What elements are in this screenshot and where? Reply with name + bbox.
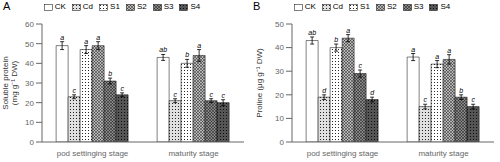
svg-text:0: 0 — [30, 138, 35, 147]
svg-text:20: 20 — [275, 91, 284, 100]
svg-text:ab: ab — [159, 46, 167, 53]
svg-text:30: 30 — [25, 79, 34, 88]
svg-text:c: c — [120, 85, 124, 92]
svg-text:10: 10 — [275, 114, 284, 123]
html-text:S3: S3 — [413, 2, 424, 11]
svg-text:c: c — [423, 96, 427, 103]
svg-text:b: b — [108, 70, 112, 77]
svg-text:50: 50 — [25, 40, 34, 49]
html-text:B: B — [253, 0, 261, 12]
svg-text:60: 60 — [25, 20, 34, 29]
html-text:Cd: Cd — [332, 2, 344, 11]
svg-text:pod settinging stage: pod settinging stage — [307, 149, 379, 158]
svg-text:ab: ab — [308, 29, 316, 36]
svg-text:d: d — [322, 87, 327, 94]
svg-text:Proline (μg g⁻¹ DW): Proline (μg g⁻¹ DW) — [255, 48, 264, 118]
svg-text:c: c — [471, 96, 475, 103]
html-text:S1: S1 — [110, 2, 120, 11]
svg-text:a: a — [84, 38, 88, 45]
svg-text:50: 50 — [275, 20, 284, 29]
svg-text:40: 40 — [275, 43, 284, 52]
svg-text:a: a — [447, 47, 451, 54]
html-text:Cd: Cd — [82, 2, 94, 11]
html-text:CK: CK — [304, 2, 316, 11]
svg-text:c: c — [72, 87, 76, 94]
html-text:CK: CK — [54, 2, 66, 11]
html-text:S4: S4 — [440, 2, 451, 11]
svg-text:a: a — [60, 34, 64, 41]
svg-text:30: 30 — [275, 67, 284, 76]
svg-text:c: c — [358, 62, 362, 69]
svg-text:c: c — [209, 91, 213, 98]
svg-text:Soluble protein(mg g⁻¹ DW): Soluble protein(mg g⁻¹ DW) — [8, 56, 19, 109]
svg-text:0: 0 — [280, 138, 285, 147]
svg-text:a: a — [96, 34, 100, 41]
html-text:A: A — [3, 0, 11, 12]
svg-text:b: b — [185, 51, 189, 58]
svg-text:c: c — [221, 92, 225, 99]
svg-text:pod settinging stage: pod settinging stage — [57, 149, 129, 158]
svg-text:40: 40 — [25, 59, 34, 68]
svg-text:a: a — [197, 42, 201, 49]
svg-text:c: c — [173, 91, 177, 98]
svg-text:maturity stage: maturity stage — [418, 149, 469, 158]
svg-text:d: d — [370, 89, 375, 96]
html-text:S2: S2 — [386, 2, 397, 11]
svg-text:a: a — [411, 46, 415, 53]
svg-text:maturity stage: maturity stage — [168, 149, 219, 158]
svg-text:20: 20 — [25, 99, 34, 108]
html-text:S4: S4 — [190, 2, 201, 11]
svg-text:a: a — [435, 53, 439, 60]
html-text:S1: S1 — [360, 2, 370, 11]
svg-text:b: b — [459, 87, 463, 94]
html-text:S3: S3 — [163, 2, 174, 11]
html-text:S2: S2 — [136, 2, 147, 11]
svg-text:b: b — [334, 36, 338, 43]
svg-text:10: 10 — [25, 118, 34, 127]
svg-text:a: a — [346, 27, 350, 34]
